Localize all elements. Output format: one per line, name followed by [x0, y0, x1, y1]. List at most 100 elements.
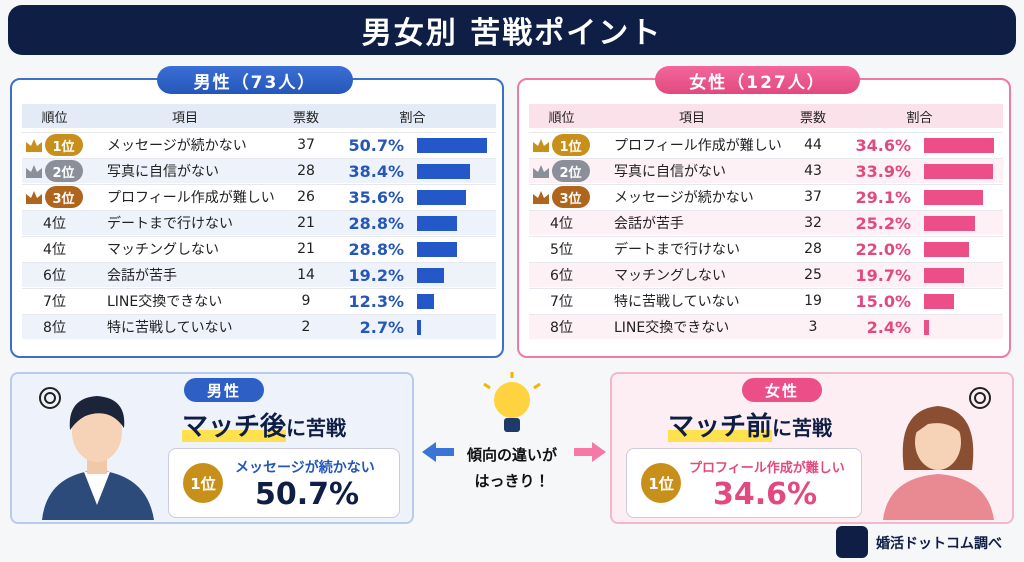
column-header: 順位	[548, 110, 575, 126]
column-header: 割合	[399, 110, 426, 126]
table-header: 順位 項目 票数 割合	[529, 104, 1003, 128]
rank-cell: 7位	[22, 291, 87, 311]
rank-badge: 1位	[183, 463, 223, 503]
top-item: プロフィール作成が難しい	[689, 461, 845, 476]
share-cell: 2.7%	[329, 315, 496, 339]
votes: 44	[804, 137, 822, 153]
rank-medal: 1位	[44, 134, 83, 156]
rank: 4位	[43, 216, 66, 232]
rank-medal: 2位	[551, 160, 590, 182]
share-bar	[924, 268, 964, 283]
table-row: 7位 特に苦戦していない 19 15.0%	[529, 288, 1003, 313]
top-share: 50.7%	[255, 477, 360, 512]
share-bar	[924, 242, 969, 257]
share-label: 34.6%	[855, 135, 911, 155]
column-header: 項目	[171, 110, 198, 126]
table-row: 1位 メッセージが続かない 37 50.7%	[22, 132, 496, 157]
men-summary-label: 男性	[184, 378, 264, 402]
headline-rest: に苦戦	[286, 416, 347, 440]
rank-badge: 1位	[641, 463, 681, 503]
share-bar	[924, 294, 955, 309]
table-row: 2位 写真に自信がない 43 33.9%	[529, 158, 1003, 183]
item: デートまで行けない	[614, 242, 740, 258]
men-summary: 男性 マッチ後に苦戦 1位 メッセージが続かない 50.7%	[10, 372, 414, 524]
share-label: 29.1%	[855, 187, 911, 207]
women-top-box: 1位 プロフィール作成が難しい 34.6%	[626, 448, 862, 518]
rank-cell: 1位	[22, 134, 87, 156]
table-row: 7位 LINE交換できない 9 12.3%	[22, 288, 496, 313]
item: 特に苦戦していない	[107, 320, 233, 336]
item: 写真に自信がない	[614, 164, 726, 180]
share-bar	[924, 138, 994, 153]
rank-cell: 2位	[22, 160, 87, 182]
table-row: 6位 マッチングしない 25 19.7%	[529, 262, 1003, 287]
table-row: 3位 プロフィール作成が難しい 26 35.6%	[22, 184, 496, 209]
rank: 4位	[43, 242, 66, 258]
share-cell: 25.2%	[836, 211, 1003, 235]
rank-cell: 7位	[529, 291, 594, 311]
share-label: 38.4%	[348, 161, 404, 181]
rank: 7位	[43, 294, 66, 310]
rank: 4位	[550, 216, 573, 232]
crown	[26, 191, 42, 204]
rank: 7位	[550, 294, 573, 310]
item: デートまで行けない	[107, 216, 233, 232]
rank-cell: 6位	[22, 265, 87, 285]
share-cell: 2.4%	[836, 315, 1003, 339]
table-row: 4位 会話が苦手 32 25.2%	[529, 210, 1003, 235]
table-row: 5位 デートまで行けない 28 22.0%	[529, 236, 1003, 261]
votes: 28	[297, 163, 315, 179]
rank-cell: 6位	[529, 265, 594, 285]
item: プロフィール作成が難しい	[107, 190, 275, 206]
votes: 37	[804, 189, 822, 205]
share-bar	[924, 190, 983, 205]
item: 会話が苦手	[107, 268, 177, 284]
men-heading: 男性（73人）	[157, 66, 353, 94]
votes: 9	[301, 293, 311, 309]
votes: 32	[804, 215, 822, 231]
share-bar	[417, 138, 487, 153]
center-graphics	[422, 372, 606, 462]
table-header: 順位 項目 票数 割合	[22, 104, 496, 128]
votes: 43	[804, 163, 822, 179]
votes: 3	[808, 319, 818, 335]
rank: 8位	[43, 320, 66, 336]
women-panel: 順位 項目 票数 割合 1位 プロフィール作成が難しい 44 34.6% 2位 写真に自信がない 4…	[517, 78, 1011, 358]
rank-cell: 3位	[529, 186, 594, 208]
rank: 6位	[43, 268, 66, 284]
votes: 26	[297, 189, 315, 205]
center-line: 傾向の違いが	[466, 446, 557, 464]
headline-rest: に苦戦	[772, 416, 833, 440]
share-cell: 33.9%	[836, 159, 1003, 183]
rank-cell: 2位	[529, 160, 594, 182]
item: LINE交換できない	[614, 320, 730, 336]
share-bar	[417, 320, 421, 335]
crown	[533, 191, 549, 204]
rank: 5位	[550, 242, 573, 258]
item: プロフィール作成が難しい	[614, 138, 782, 154]
rank-cell: 1位	[529, 134, 594, 156]
top-item: メッセージが続かない	[235, 460, 375, 476]
crown	[533, 165, 549, 178]
men-top-box: 1位 メッセージが続かない 50.7%	[168, 448, 400, 518]
item: LINE交換できない	[107, 294, 223, 310]
share-label: 15.0%	[855, 291, 911, 311]
crown	[533, 139, 549, 152]
center-line: はっきり！	[474, 472, 550, 490]
top-share: 34.6%	[713, 477, 818, 512]
rank: 6位	[550, 268, 573, 284]
rank-cell: 3位	[22, 186, 87, 208]
table-row: 8位 特に苦戦していない 2 2.7%	[22, 314, 496, 339]
rank-medal: 3位	[44, 186, 83, 208]
headline-emphasis: マッチ前	[668, 412, 773, 442]
share-bar	[417, 242, 457, 257]
item: メッセージが続かない	[107, 138, 247, 154]
rank-cell: 4位	[529, 213, 594, 233]
votes: 25	[804, 267, 822, 283]
crown	[26, 139, 42, 152]
share-bar	[924, 164, 993, 179]
share-label: 19.2%	[348, 265, 404, 285]
item: 会話が苦手	[614, 216, 684, 232]
column-header: 票数	[292, 110, 319, 126]
share-cell: 50.7%	[329, 133, 496, 157]
